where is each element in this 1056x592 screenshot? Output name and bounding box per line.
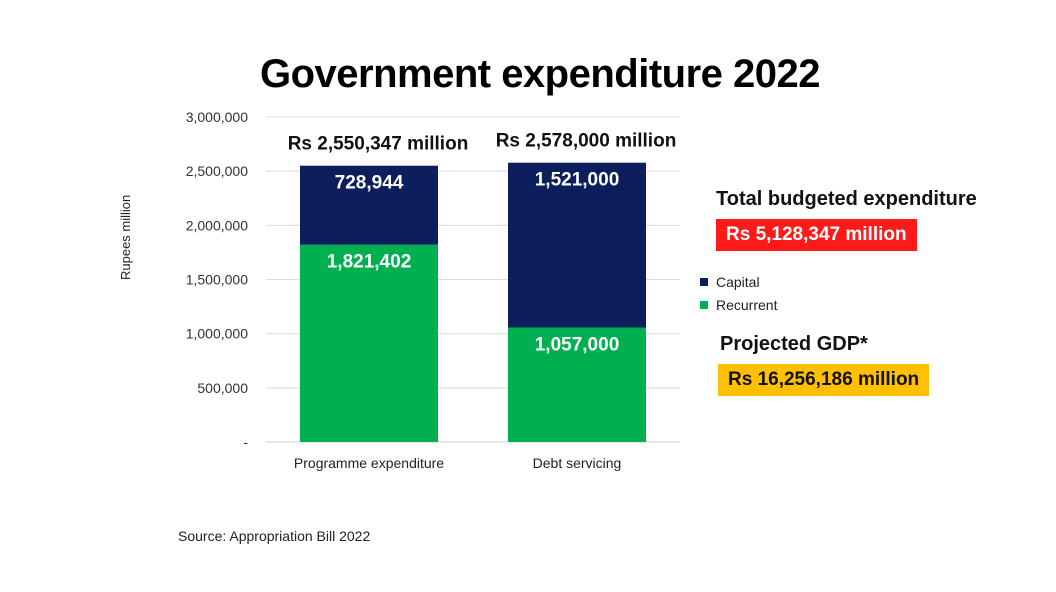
data-label: 1,521,000: [535, 170, 620, 191]
total-budget-badge: Rs 5,128,347 million: [716, 219, 917, 251]
legend: Capital Recurrent: [700, 270, 777, 316]
legend-swatch-recurrent: [700, 300, 708, 309]
legend-label-recurrent: Recurrent: [716, 296, 778, 313]
y-tick-label: -: [243, 434, 248, 450]
legend-item-capital: Capital: [700, 270, 777, 293]
legend-swatch-capital: [700, 277, 708, 286]
data-label: 1,057,000: [535, 334, 620, 355]
projected-gdp-badge: Rs 16,256,186 million: [718, 364, 930, 396]
bar-capital: [508, 162, 646, 328]
bar-total-label: Rs 2,550,347 million: [288, 134, 469, 155]
data-label: 1,821,402: [327, 252, 412, 273]
bar-recurrent: [508, 327, 646, 442]
chart-title: Government expenditure 2022: [259, 52, 821, 96]
y-tick-label: 1,000,000: [186, 326, 248, 342]
source-note: Source: Appropriation Bill 2022: [178, 528, 371, 544]
y-tick-label: 2,000,000: [186, 217, 248, 233]
y-tick-label: 2,500,000: [186, 163, 248, 179]
legend-label-capital: Capital: [716, 273, 760, 290]
bar-capital: [300, 165, 438, 245]
x-tick-label: Debt servicing: [533, 455, 622, 471]
x-tick-label: Programme expenditure: [294, 455, 444, 471]
y-tick-label: 1,500,000: [186, 272, 248, 288]
total-budget-heading: Total budgeted expenditure: [716, 188, 977, 210]
legend-item-recurrent: Recurrent: [700, 293, 777, 316]
y-tick-label: 3,000,000: [186, 109, 248, 125]
data-label: 728,944: [335, 173, 404, 194]
bar-recurrent: [300, 244, 438, 442]
y-axis-label: Rupees million: [118, 194, 133, 280]
projected-gdp-heading: Projected GDP*: [720, 333, 868, 355]
y-tick-label: 500,000: [197, 380, 248, 396]
bar-total-label: Rs 2,578,000 million: [496, 131, 677, 152]
